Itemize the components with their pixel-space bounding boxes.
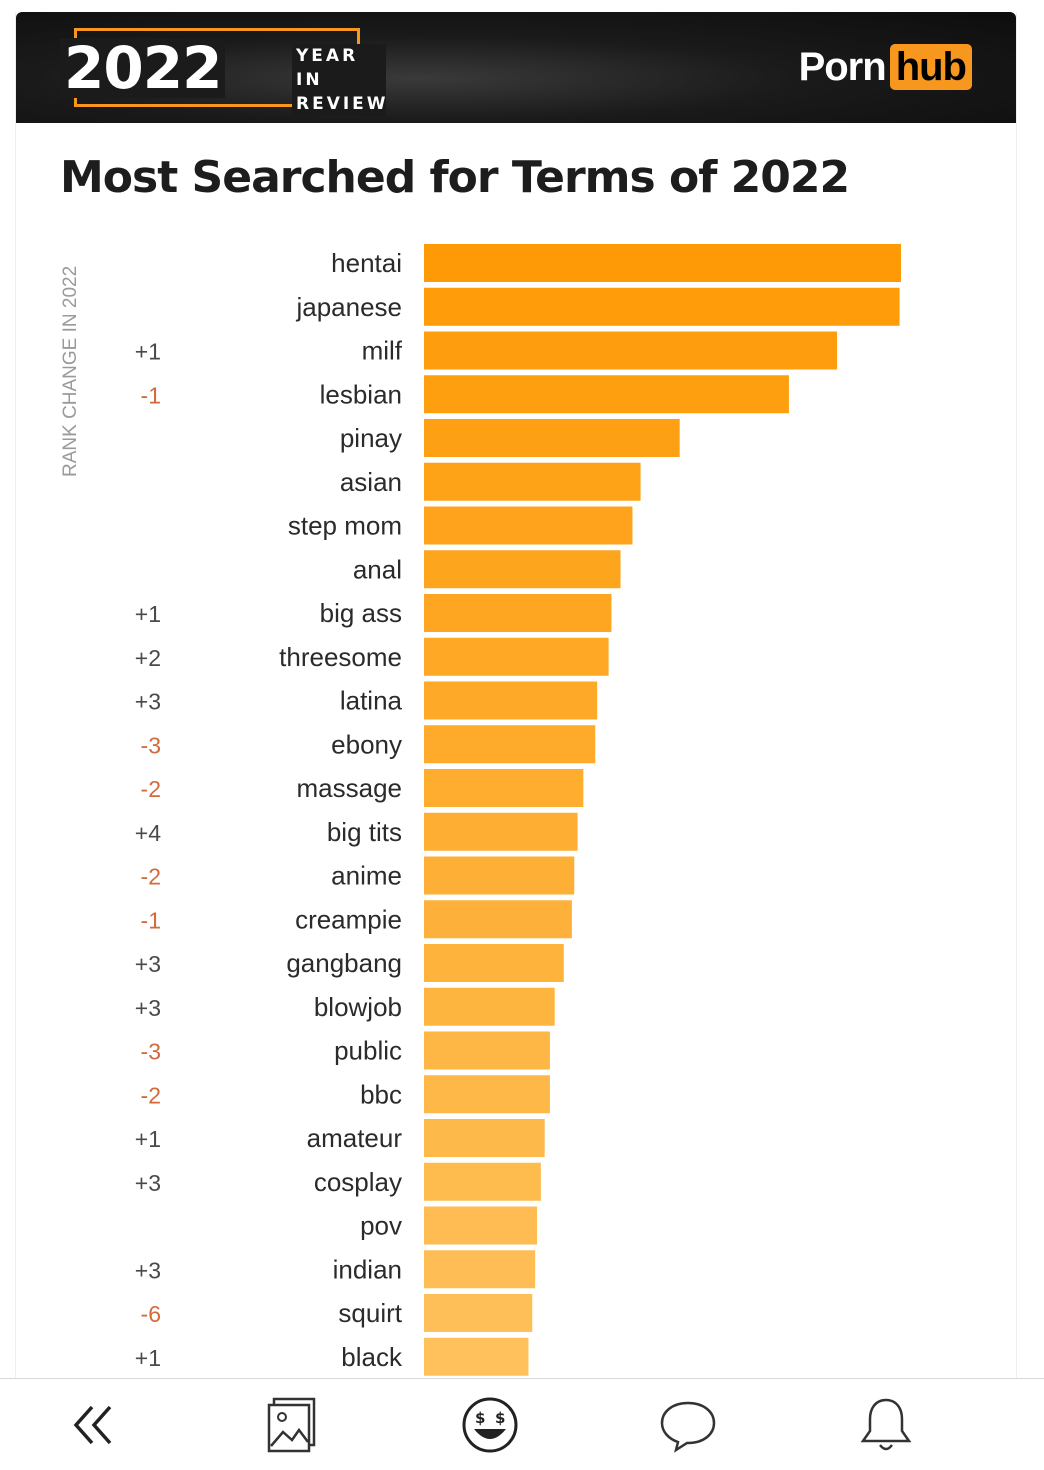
rank-change-label: -6 — [141, 1301, 161, 1327]
rank-change-label: +3 — [135, 1170, 161, 1196]
back-button[interactable] — [62, 1393, 126, 1457]
category-label: anal — [353, 554, 402, 584]
rank-change-label: +3 — [135, 1257, 161, 1283]
rank-change-label: +1 — [135, 1345, 161, 1371]
bar-asian — [424, 462, 641, 501]
bar-bbc — [424, 1075, 550, 1114]
gallery-button[interactable] — [260, 1393, 324, 1457]
bar-big-ass — [424, 594, 612, 632]
category-label: squirt — [338, 1298, 402, 1328]
bar-threesome — [424, 637, 609, 676]
rank-change-label: -3 — [141, 732, 161, 758]
category-label: massage — [297, 773, 403, 803]
bar-pinay — [424, 419, 680, 457]
bar-ebony — [424, 725, 596, 764]
category-label: threesome — [279, 642, 402, 672]
category-label: lesbian — [320, 379, 402, 409]
double-chevron-left-icon — [73, 1405, 112, 1445]
notifications-button[interactable] — [854, 1393, 918, 1457]
category-label: black — [341, 1342, 403, 1372]
rank-change-label: +2 — [135, 645, 161, 671]
category-label: asian — [340, 467, 402, 497]
bell-icon — [860, 1398, 912, 1451]
bar-japanese — [424, 287, 900, 326]
rank-change-label: +4 — [135, 820, 161, 846]
category-label: anime — [331, 861, 402, 891]
category-label: public — [334, 1036, 402, 1066]
bar-black — [424, 1337, 529, 1376]
category-label: pinay — [340, 423, 402, 453]
speech-bubble-icon — [660, 1401, 716, 1453]
category-label: step mom — [288, 511, 402, 541]
category-label: gangbang — [286, 948, 402, 978]
rank-change-label: -2 — [141, 1082, 161, 1108]
bar-squirt — [424, 1294, 533, 1332]
logo-text-part1: Porn — [798, 44, 887, 89]
banner-year: 2022 — [60, 38, 226, 98]
bar-anal — [424, 550, 621, 589]
bar-cosplay — [424, 1162, 541, 1201]
infographic-card: 2022 YEAR IN REVIEW Porn hub Most Search… — [15, 12, 1017, 1378]
category-label: japanese — [295, 292, 402, 322]
image-icon — [267, 1397, 316, 1453]
bottom-navigation-bar: $ $ — [0, 1378, 1044, 1470]
svg-text:$: $ — [495, 1409, 505, 1427]
category-label: creampie — [295, 904, 402, 934]
category-label: blowjob — [314, 992, 402, 1022]
bar-indian — [424, 1250, 536, 1289]
category-label: big ass — [320, 598, 402, 628]
bar-chart: hentai japanese milf +1 lesbian -1 pinay asian s… — [135, 244, 901, 1376]
bar-public — [424, 1031, 550, 1070]
category-label: big tits — [327, 817, 402, 847]
logo-text-part2: hub — [889, 44, 972, 90]
comment-button[interactable] — [656, 1393, 720, 1457]
rank-change-label: -1 — [141, 382, 161, 408]
category-label: hentai — [331, 248, 402, 278]
bar-latina — [424, 681, 598, 720]
bar-blowjob — [424, 987, 555, 1026]
rank-change-label: -1 — [141, 907, 161, 933]
bar-step-mom — [424, 506, 633, 545]
rank-change-label: +3 — [135, 689, 161, 715]
bar-creampie — [424, 900, 572, 939]
category-label: amateur — [307, 1123, 403, 1153]
bar-amateur — [424, 1119, 545, 1157]
category-label: milf — [362, 336, 403, 366]
rank-change-label: +3 — [135, 995, 161, 1021]
category-label: indian — [333, 1254, 402, 1284]
category-label: cosplay — [314, 1167, 402, 1197]
rank-change-label: +1 — [135, 601, 161, 627]
rank-change-label: -3 — [141, 1039, 161, 1065]
emoji-button[interactable]: $ $ — [458, 1393, 522, 1457]
bar-pov — [424, 1206, 538, 1245]
category-label: bbc — [360, 1079, 402, 1109]
rank-change-label: +3 — [135, 951, 161, 977]
bar-hentai — [424, 244, 901, 282]
banner-subtitle-line1: YEAR IN — [296, 46, 359, 90]
bar-milf — [424, 331, 838, 370]
rank-change-label: +1 — [135, 1126, 161, 1152]
category-label: ebony — [331, 729, 402, 759]
svg-text:$: $ — [475, 1409, 485, 1427]
banner-subtitle-line2: REVIEW — [296, 94, 389, 114]
money-eyes-emoji-icon: $ $ — [462, 1397, 518, 1453]
bar-anime — [424, 856, 575, 895]
bar-massage — [424, 769, 584, 807]
category-label: pov — [360, 1211, 402, 1241]
year-in-review-banner: 2022 YEAR IN REVIEW Porn hub — [16, 12, 1016, 123]
bar-big-tits — [424, 812, 578, 851]
rank-change-label: -2 — [141, 864, 161, 890]
banner-subtitle: YEAR IN REVIEW — [292, 44, 386, 116]
bar-gangbang — [424, 944, 564, 982]
rank-change-label: -2 — [141, 776, 161, 802]
brand-logo: Porn hub — [799, 42, 972, 92]
bar-lesbian — [424, 375, 789, 414]
category-label: latina — [340, 686, 403, 716]
chart-title: Most Searched for Terms of 2022 — [60, 152, 850, 203]
rank-change-label: +1 — [135, 339, 161, 365]
